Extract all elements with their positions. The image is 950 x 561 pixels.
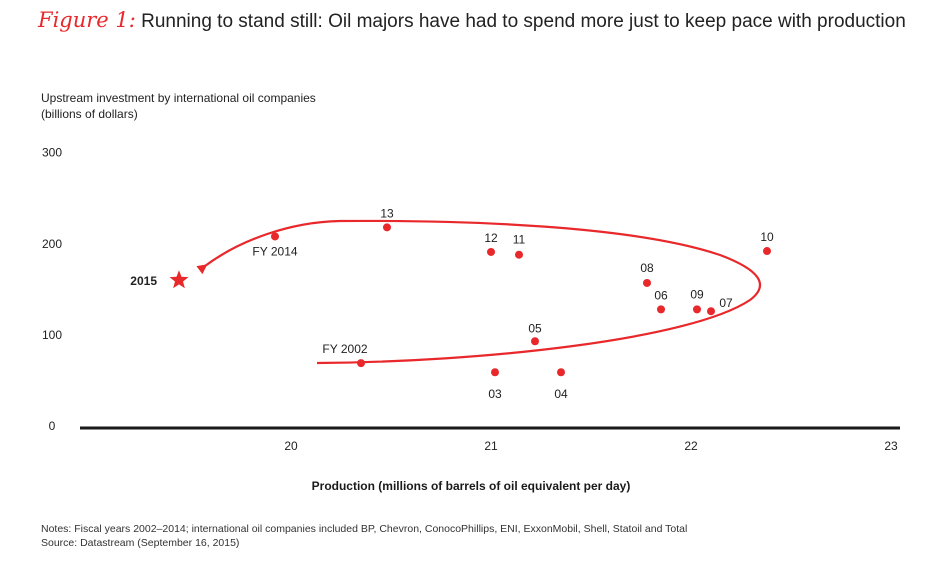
data-label: 03 (488, 387, 502, 401)
data-point (763, 247, 771, 256)
y-axis-label: Upstream investment by international oil… (41, 90, 316, 122)
trend-arrow (196, 219, 761, 365)
data-point (487, 247, 495, 256)
data-point (643, 278, 651, 287)
data-point (707, 307, 715, 316)
figure-label: Figure 1: (38, 8, 136, 32)
x-axis: 20 21 22 23 (284, 439, 898, 453)
data-label: FY 2002 (322, 342, 367, 356)
y-axis-label-line2: (billions of dollars) (41, 107, 138, 121)
data-label: 09 (690, 287, 704, 301)
data-point (383, 223, 391, 232)
data-label: 07 (719, 296, 733, 310)
data-point (657, 305, 665, 314)
data-label: 11 (513, 233, 526, 247)
x-tick-label: 21 (484, 439, 498, 453)
figure-title: Figure 1: Running to stand still: Oil ma… (38, 8, 906, 33)
data-point (271, 232, 279, 241)
data-label: 08 (640, 261, 654, 275)
data-point (557, 368, 565, 377)
data-point (491, 368, 499, 377)
data-point (693, 305, 701, 314)
data-point (531, 337, 539, 346)
data-label: 13 (380, 206, 394, 220)
data-point (515, 250, 523, 259)
chart-notes: Notes: Fiscal years 2002–2014; internati… (41, 522, 687, 550)
projection-label: 2015 (130, 274, 157, 288)
figure-title-text: Running to stand still: Oil majors have … (141, 11, 906, 32)
x-axis-title: Production (millions of barrels of oil e… (312, 479, 631, 493)
y-tick-label: 0 (49, 419, 56, 433)
y-tick-label: 100 (42, 328, 62, 342)
x-tick-label: 23 (884, 439, 898, 453)
x-tick-label: 20 (284, 439, 298, 453)
y-axis: 0 100 200 300 (42, 146, 62, 433)
y-tick-label: 300 (42, 146, 62, 160)
data-label: FY 2014 (252, 244, 297, 258)
notes-line: Notes: Fiscal years 2002–2014; internati… (41, 523, 688, 535)
data-point (357, 359, 365, 368)
y-axis-label-line1: Upstream investment by international oil… (41, 91, 316, 105)
y-tick-label: 200 (42, 237, 62, 251)
data-label: 12 (484, 231, 498, 245)
data-label: 04 (554, 387, 568, 401)
data-points: FY 2002 03 04 05 06 07 08 09 10 11 12 13 FY 2014 2015 (130, 206, 774, 401)
data-label: 06 (654, 288, 668, 302)
projection-star-icon (169, 270, 189, 289)
data-label: 05 (528, 321, 542, 335)
data-label: 10 (760, 230, 774, 244)
x-tick-label: 22 (684, 439, 698, 453)
source-line: Source: Datastream (September 16, 2015) (41, 537, 240, 549)
